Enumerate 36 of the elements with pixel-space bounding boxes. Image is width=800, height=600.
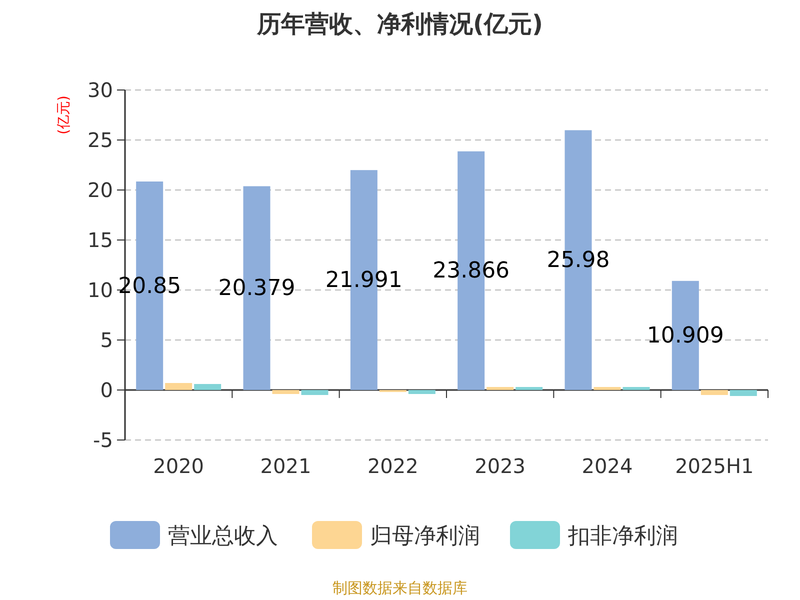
x-tick-label: 2022 (367, 454, 418, 478)
data-label: 10.909 (646, 323, 724, 348)
bar (730, 390, 757, 396)
x-tick-label: 2025H1 (675, 454, 754, 478)
data-label: 23.866 (432, 258, 510, 284)
y-tick-label: 25 (88, 128, 113, 152)
chart-title: 历年营收、净利情况(亿元) (256, 10, 543, 38)
legend-label: 营业总收入 (168, 524, 278, 549)
y-axis-title: (亿元) (56, 96, 72, 134)
x-tick-label: 2023 (474, 454, 526, 478)
bar (700, 390, 728, 395)
bar (408, 390, 436, 394)
bar (194, 384, 222, 390)
data-label: 20.379 (218, 276, 296, 302)
x-tick-label: 2021 (260, 454, 312, 478)
x-tick-label: 2024 (582, 454, 633, 478)
legend-label: 扣非净利润 (567, 524, 678, 549)
bar (516, 387, 543, 390)
x-tick-label: 2020 (153, 454, 204, 478)
bar (165, 383, 192, 390)
bar (594, 387, 621, 390)
y-tick-label: 5 (100, 328, 113, 352)
y-tick-label: 10 (88, 278, 113, 302)
legend-label: 归母净利润 (370, 524, 480, 549)
data-label: 21.991 (325, 268, 402, 294)
text: 制图数据来自数据库 (332, 579, 468, 597)
data-label: 25.98 (546, 248, 610, 274)
bar (301, 390, 328, 395)
y-tick-label: 15 (88, 228, 113, 252)
bar (272, 390, 300, 394)
bar (622, 387, 650, 390)
bar (486, 387, 514, 390)
y-tick-label: -5 (93, 428, 113, 452)
y-tick-label: 30 (88, 78, 113, 102)
y-tick-label: 20 (88, 178, 113, 202)
y-tick-label: 0 (100, 378, 113, 402)
